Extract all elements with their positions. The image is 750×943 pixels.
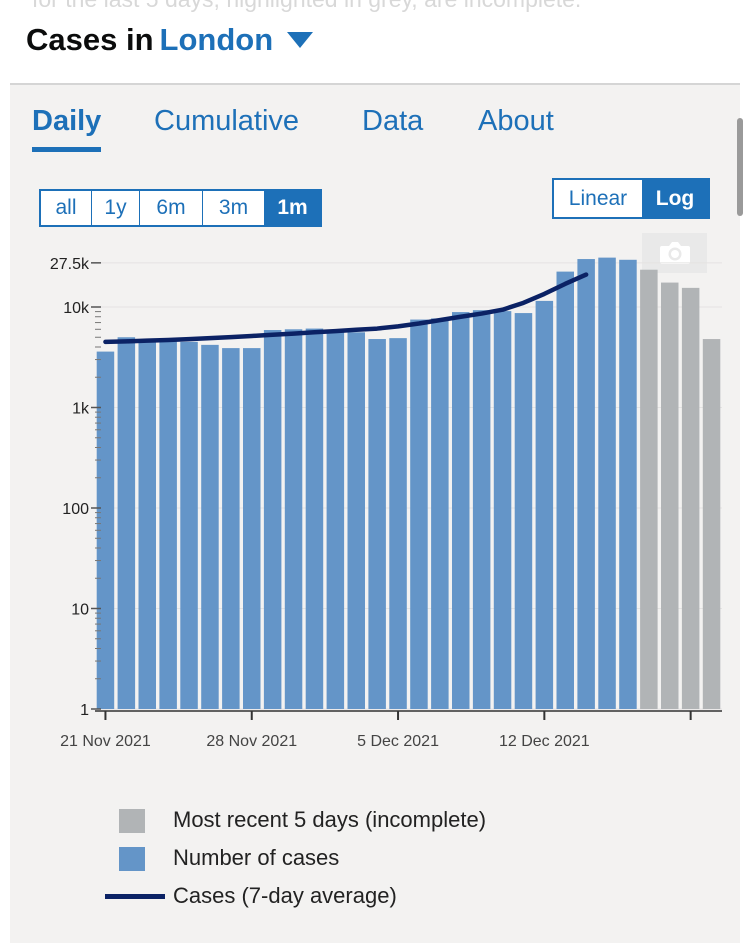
bar-cases	[284, 329, 303, 709]
x-tick-label: 28 Nov 2021	[206, 733, 297, 750]
bar-cases	[493, 311, 512, 709]
bar-incomplete	[681, 287, 700, 709]
time-range-selector: all 1y 6m 3m 1m	[39, 189, 322, 227]
legend-swatch-grey	[119, 809, 145, 833]
y-tick-label: 10k	[63, 300, 90, 317]
bar-cases	[326, 331, 345, 709]
range-3m-button[interactable]: 3m	[203, 191, 265, 225]
average-line-series	[103, 272, 589, 345]
bar-cases	[556, 271, 574, 709]
tab-daily[interactable]: Daily	[32, 105, 102, 152]
range-1m-button[interactable]: 1m	[265, 191, 320, 225]
chevron-down-icon[interactable]	[287, 31, 314, 48]
heading-divider	[10, 83, 740, 85]
scale-toggle: Linear Log	[552, 178, 710, 219]
legend-label: Number of cases	[173, 845, 340, 870]
x-tick-label: 5 Dec 2021	[357, 733, 439, 750]
bar-cases	[305, 328, 324, 709]
scrollbar[interactable]	[737, 118, 743, 216]
bar-cases	[117, 337, 136, 709]
bar-cases	[535, 300, 554, 709]
title-prefix: Cases in	[26, 22, 154, 57]
y-tick-label: 1	[80, 702, 89, 719]
average-line	[103, 272, 589, 345]
bar-cases	[347, 332, 365, 709]
legend-label: Cases (7-day average)	[173, 883, 397, 908]
area-selector[interactable]: London	[159, 22, 274, 57]
tab-cumulative[interactable]: Cumulative	[154, 105, 300, 137]
bar-cases	[472, 310, 491, 709]
range-1y-button[interactable]: 1y	[92, 191, 140, 225]
bar-incomplete	[702, 339, 721, 709]
bar-cases	[201, 344, 219, 709]
y-tick-label: 1k	[72, 401, 90, 418]
bar-cases	[389, 338, 407, 709]
legend-line-swatch	[105, 894, 165, 899]
tab-about[interactable]: About	[478, 105, 554, 137]
bar-cases	[159, 338, 177, 709]
bar-cases	[222, 348, 240, 709]
page-title: Cases in London	[26, 22, 314, 58]
x-axis: 21 Nov 2021 28 Nov 2021 5 Dec 2021 12 Dec 2…	[60, 710, 722, 750]
scale-log-button[interactable]: Log	[642, 180, 708, 217]
bar-cases	[514, 313, 533, 709]
bar-series	[96, 257, 721, 709]
bar-cases	[243, 348, 261, 709]
bar-cases	[368, 339, 386, 709]
bar-cases	[577, 259, 595, 709]
bar-cases	[410, 319, 428, 709]
y-tick-label: 27.5k	[50, 256, 90, 273]
range-all-button[interactable]: all	[41, 191, 92, 225]
y-axis: 1 10 100 1k 10k 27.5k	[50, 256, 101, 719]
bar-cases	[263, 330, 282, 709]
tab-data[interactable]: Data	[362, 105, 424, 137]
bar-cases	[452, 312, 470, 709]
bar-incomplete	[661, 282, 679, 709]
legend-swatch-blue	[119, 847, 145, 871]
bar-cases	[96, 351, 115, 709]
bar-incomplete	[640, 269, 658, 709]
chart-panel: Daily Cumulative Data About all 1y 6m 3m…	[10, 85, 740, 943]
y-tick-label: 100	[62, 501, 89, 518]
x-tick-label: 12 Dec 2021	[499, 733, 590, 750]
legend-label: Most recent 5 days (incomplete)	[173, 807, 487, 832]
bar-cases	[598, 257, 616, 709]
bar-cases	[619, 259, 637, 709]
range-6m-button[interactable]: 6m	[140, 191, 203, 225]
y-tick-label: 10	[71, 602, 89, 619]
bar-cases	[431, 318, 449, 709]
grid-lines	[95, 262, 722, 710]
x-tick-label: 21 Nov 2021	[60, 733, 151, 750]
scale-linear-button[interactable]: Linear	[568, 187, 628, 210]
incomplete-data-note: for the last 5 days, highlighted in grey…	[32, 0, 581, 13]
bar-cases	[138, 339, 156, 709]
cases-chart: 1 10 100 1k 10k 27.5k 21 Nov 2021 28 Nov 2021 5…	[50, 256, 722, 750]
bar-cases	[180, 341, 198, 709]
camera-icon[interactable]	[642, 233, 707, 273]
